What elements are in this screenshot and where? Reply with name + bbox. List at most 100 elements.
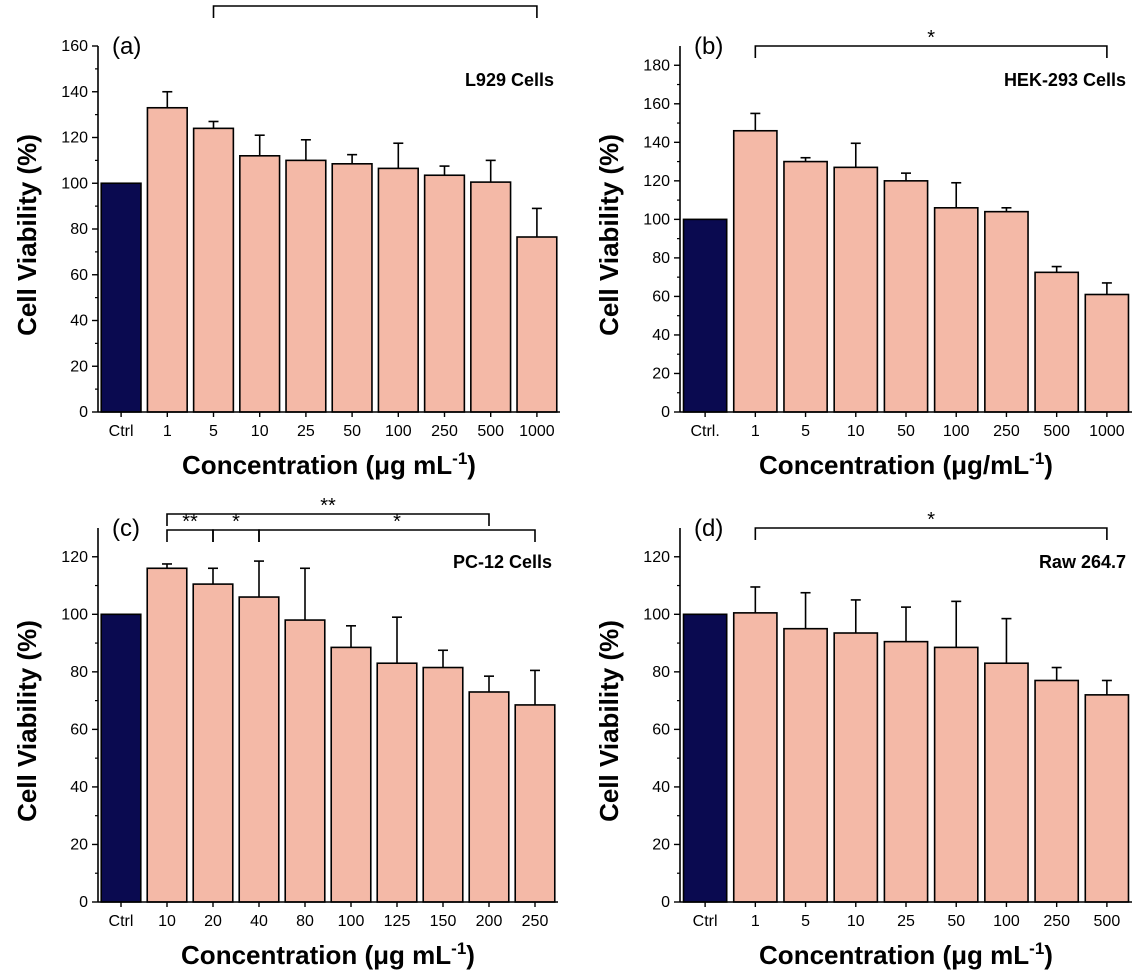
chart-panel-4: 0 20 40 60 80 100 120 Ctrl 1 5 10 25 50 100 250 500 Cell… (594, 509, 1132, 970)
x-tick-label: 1 (751, 913, 760, 930)
x-tick-label: 20 (204, 913, 222, 930)
x-tick-label: 500 (477, 423, 504, 440)
x-tick-label: 500 (1043, 423, 1070, 440)
significance-bracket: * (754, 27, 1108, 58)
x-tick-label: 1000 (519, 423, 555, 440)
y-tick-label: 60 (70, 721, 88, 738)
x-axis-label: Concentration (μg mL-1) (759, 939, 1053, 970)
significance-mark: * (927, 509, 935, 531)
y-axis-label: Cell Viability (%) (12, 134, 42, 336)
panel-label: (a) (112, 33, 141, 60)
bar-150 (422, 666, 464, 903)
x-tick-label: Ctrl (109, 913, 134, 930)
x-tick-label: 200 (476, 913, 503, 930)
panel-label: (c) (112, 515, 140, 542)
bar-1000 (1084, 293, 1130, 413)
bar-Ctrl (100, 182, 142, 413)
significance-mark: ** (320, 495, 336, 517)
y-tick-label: 60 (652, 721, 670, 738)
x-tick-label: 250 (431, 423, 458, 440)
y-tick-label: 80 (652, 664, 670, 681)
y-axis-label: Cell Viability (%) (594, 620, 624, 822)
y-tick-label: 120 (643, 173, 670, 190)
x-tick-label: 150 (430, 913, 457, 930)
y-tick-label: 0 (661, 894, 670, 911)
x-tick-label: 100 (385, 423, 412, 440)
bar-1000 (516, 236, 558, 413)
y-tick-label: 0 (79, 404, 88, 421)
significance-mark: * (927, 27, 935, 49)
panel-label: (b) (694, 33, 723, 60)
x-tick-label: Ctrl (109, 423, 134, 440)
cell-line-label: PC-12 Cells (453, 552, 552, 572)
x-tick-label: 100 (943, 423, 970, 440)
significance-mark: * (393, 511, 401, 533)
y-tick-label: 120 (643, 549, 670, 566)
y-axis-label: Cell Viability (%) (12, 620, 42, 822)
bar-50 (331, 163, 373, 413)
y-tick-label: 20 (70, 358, 88, 375)
bracket-line (166, 513, 490, 526)
bar-25 (285, 159, 327, 413)
x-tick-label: 125 (384, 913, 411, 930)
significance-bracket: ** (212, 0, 538, 18)
y-tick-label: 20 (652, 365, 670, 382)
bar-500 (1034, 271, 1080, 413)
x-tick-label: 10 (158, 913, 176, 930)
y-tick-label: 20 (70, 836, 88, 853)
y-tick-label: 80 (652, 250, 670, 267)
bar-200 (468, 691, 510, 903)
bar-10 (239, 155, 281, 413)
x-tick-label: 100 (338, 913, 365, 930)
panel-label: (d) (694, 515, 723, 542)
cell-line-label: HEK-293 Cells (1004, 70, 1126, 90)
chart-panel-3: 0 20 40 60 80 100 120 Ctrl 10 20 40 80 100 125 150 200 2… (12, 495, 558, 970)
cell-line-label: Raw 264.7 (1039, 552, 1126, 572)
bar-250 (514, 704, 556, 903)
y-tick-label: 100 (643, 606, 670, 623)
x-tick-label: 50 (897, 423, 915, 440)
bar-250 (423, 174, 466, 413)
y-tick-label: 160 (643, 96, 670, 113)
bar-10 (833, 632, 879, 903)
bar-100 (377, 167, 419, 413)
bar-5 (192, 127, 235, 413)
bar-Ctrl (682, 613, 728, 903)
bar-100 (330, 646, 372, 903)
x-tick-label: 100 (993, 913, 1020, 930)
y-tick-label: 60 (70, 267, 88, 284)
x-axis-label: Concentration (μg/mL-1) (759, 449, 1053, 480)
y-tick-label: 40 (652, 327, 670, 344)
y-tick-label: 40 (652, 779, 670, 796)
x-tick-label: 500 (1094, 913, 1121, 930)
x-axis-label: Concentration (μg mL-1) (181, 939, 475, 970)
bar-80 (284, 619, 326, 903)
y-tick-label: 120 (61, 130, 88, 147)
x-tick-label: 10 (251, 423, 269, 440)
y-tick-label: 160 (61, 38, 88, 55)
bar-10 (833, 166, 879, 413)
x-tick-label: 25 (897, 913, 915, 930)
bracket-line (754, 527, 1108, 540)
bar-100 (984, 662, 1029, 903)
bar-1 (732, 129, 778, 413)
bar-5 (783, 627, 828, 903)
x-tick-label: 5 (801, 423, 810, 440)
y-tick-label: 120 (61, 549, 88, 566)
y-tick-label: 100 (61, 606, 88, 623)
y-tick-label: 80 (70, 664, 88, 681)
significance-bracket: ** (166, 511, 214, 542)
bracket-line (212, 5, 538, 18)
chart-panel-1: 0 20 40 60 80 100 120 140 160 Ctrl 1 5 10 25 50 100 250 5… (12, 0, 560, 480)
x-tick-label: Ctrl. (690, 423, 719, 440)
bar-125 (376, 662, 418, 903)
x-tick-label: 50 (947, 913, 965, 930)
y-tick-label: 40 (70, 313, 88, 330)
bar-100 (933, 207, 979, 413)
y-tick-label: 100 (643, 211, 670, 228)
bar-250 (1034, 679, 1080, 903)
y-tick-label: 140 (643, 134, 670, 151)
y-tick-label: 180 (643, 57, 670, 74)
x-tick-label: 250 (1043, 913, 1070, 930)
